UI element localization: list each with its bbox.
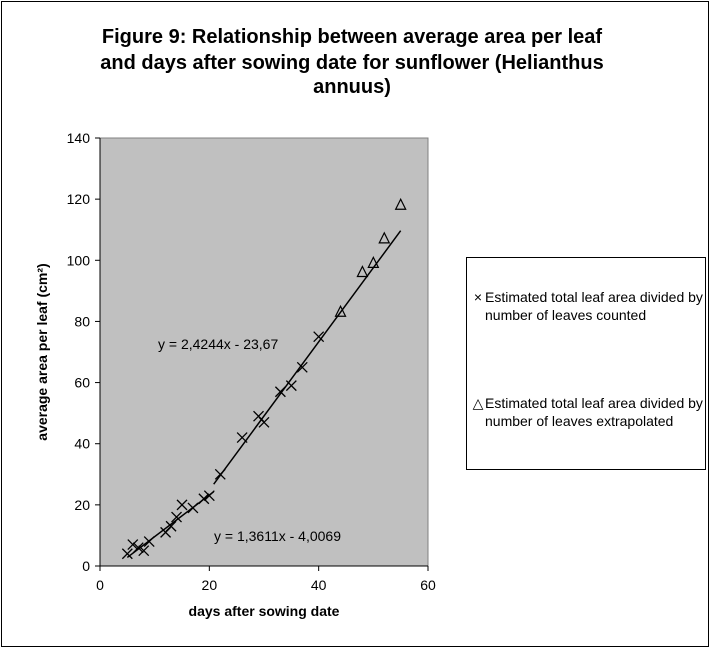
x-marker-stroke <box>171 511 182 523</box>
y-axis-label: average area per leaf (cm²) <box>34 263 50 440</box>
x-marker-stroke <box>198 493 210 505</box>
data-point-counted <box>132 542 144 554</box>
data-point-counted <box>198 493 210 505</box>
y-tick-label: 80 <box>74 313 90 329</box>
x-marker-stroke <box>121 548 133 560</box>
trendline-equation-2: y = 2,4244x - 23,67 <box>158 336 278 352</box>
data-point-counted <box>236 432 248 444</box>
legend-entry-extrapolated: △ Estimated total leaf area divided by n… <box>471 394 703 430</box>
x-marker-stroke <box>132 542 144 554</box>
data-point-counted <box>214 468 226 480</box>
chart-title-line-1: Figure 9: Relationship between average a… <box>101 26 603 48</box>
x-marker-stroke <box>274 386 286 398</box>
x-tick-label: 60 <box>420 577 436 593</box>
data-point-counted <box>143 536 155 548</box>
legend-label-extrapolated: Estimated total leaf area divided by num… <box>485 395 703 429</box>
x-marker-icon: × <box>473 289 483 305</box>
plot-area <box>99 137 429 567</box>
data-point-counted <box>138 545 150 557</box>
x-marker-stroke <box>176 499 188 511</box>
x-marker-stroke <box>296 361 308 373</box>
data-point-extrapolated <box>394 197 407 210</box>
y-tick-label: 140 <box>67 130 91 146</box>
data-point-counted <box>187 502 199 514</box>
data-point-counted <box>165 520 177 532</box>
data-point-counted <box>127 539 139 551</box>
legend: × Estimated total leaf area divided by n… <box>466 257 706 470</box>
y-tick-label: 40 <box>74 436 90 452</box>
chart-title-line-2: and days after sowing date for sunflower… <box>100 52 604 74</box>
data-point-counted <box>258 416 270 428</box>
y-tick-label: 0 <box>82 558 90 574</box>
legend-label-counted: Estimated total leaf area divided by num… <box>485 289 703 323</box>
x-marker-stroke <box>127 539 139 551</box>
x-marker-stroke <box>143 536 155 548</box>
x-marker-stroke <box>165 520 177 532</box>
x-tick-label: 0 <box>96 577 104 593</box>
data-point-counted <box>171 511 182 523</box>
x-tick-label: 20 <box>202 577 218 593</box>
x-axis-label: days after sowing date <box>189 603 340 619</box>
trendline-equation-1: y = 1,3611x - 4,0069 <box>214 528 341 544</box>
y-tick-label: 120 <box>67 191 91 207</box>
data-point-counted <box>313 331 325 343</box>
data-point-counted <box>121 548 133 560</box>
x-marker-stroke <box>236 432 248 444</box>
y-tick-label: 60 <box>74 375 90 391</box>
legend-entry-counted: × Estimated total leaf area divided by n… <box>471 288 703 324</box>
x-tick-label: 40 <box>311 577 327 593</box>
x-marker-stroke <box>203 490 215 502</box>
y-tick-label: 20 <box>74 497 90 513</box>
data-point-counted <box>274 386 286 398</box>
triangle-marker-icon: △ <box>472 395 484 411</box>
x-marker-stroke <box>138 545 150 557</box>
x-marker-stroke <box>258 416 270 428</box>
chart-title-line-3: annuus) <box>313 76 391 98</box>
data-point-extrapolated <box>367 256 380 268</box>
data-point-counted <box>285 380 297 392</box>
x-marker-stroke <box>253 410 264 422</box>
x-marker-stroke <box>214 468 226 480</box>
data-point-extrapolated <box>378 231 391 244</box>
x-marker-stroke <box>313 331 325 343</box>
data-point-counted <box>176 499 188 511</box>
data-point-extrapolated <box>334 304 347 317</box>
data-point-extrapolated <box>356 265 369 278</box>
y-tick-label: 100 <box>67 252 91 268</box>
data-point-counted <box>296 361 308 373</box>
data-point-counted <box>203 490 215 502</box>
trendline-2 <box>213 230 402 485</box>
x-marker-stroke <box>187 502 199 514</box>
axes: 0 20 40 60 80 100 120 140 0 20 40 60 <box>67 130 436 593</box>
x-marker-stroke <box>285 380 297 392</box>
data-points <box>121 197 407 560</box>
